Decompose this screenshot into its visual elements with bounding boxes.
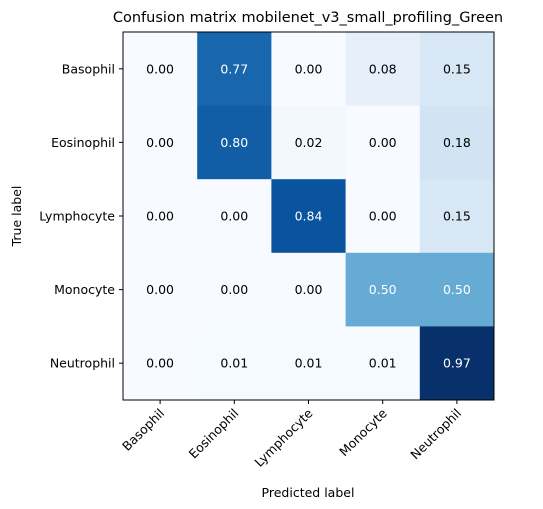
- cell-value-label: 0.00: [295, 282, 323, 297]
- y-tick-label: Eosinophil: [51, 135, 115, 150]
- y-tick-label: Monocyte: [54, 282, 115, 297]
- cell-value-label: 0.00: [220, 209, 248, 224]
- chart-title: Confusion matrix mobilenet_v3_small_prof…: [113, 10, 503, 26]
- heatmap-cell: [123, 32, 198, 107]
- x-axis-label: Predicted label: [262, 485, 355, 500]
- cell-value-label: 0.00: [146, 282, 174, 297]
- heatmap-cell: [197, 326, 272, 401]
- heatmap-cell: [197, 105, 272, 180]
- heatmap-cell: [419, 32, 495, 107]
- x-tick-label: Basophil: [119, 406, 167, 454]
- heatmap-cell: [271, 179, 347, 254]
- heatmap-cell: [345, 105, 421, 180]
- cell-value-label: 0.02: [295, 135, 323, 150]
- y-axis-label: True label: [9, 186, 24, 248]
- cell-value-label: 0.00: [295, 61, 323, 76]
- cell-value-label: 0.00: [369, 209, 397, 224]
- cell-value-label: 0.00: [146, 135, 174, 150]
- cell-value-label: 0.77: [220, 61, 248, 76]
- heatmap-cell: [123, 326, 198, 401]
- y-tick-label: Lymphocyte: [39, 209, 115, 224]
- heatmap-cell: [271, 326, 347, 401]
- heatmap-cell: [123, 179, 198, 254]
- heatmap-cell: [419, 252, 495, 327]
- cell-value-label: 0.18: [443, 135, 471, 150]
- y-tick-label: Basophil: [62, 61, 115, 76]
- x-tick-label: Eosinophil: [186, 406, 242, 462]
- heatmap-cell: [197, 32, 272, 107]
- heatmap-cell: [197, 252, 272, 327]
- heatmap-cell: [123, 252, 198, 327]
- y-tick-label: Neutrophil: [50, 356, 115, 371]
- x-tick-label: Lymphocyte: [251, 405, 315, 469]
- heatmap-cell: [345, 32, 421, 107]
- heatmap-cell: [345, 326, 421, 401]
- cell-value-label: 0.01: [369, 356, 397, 371]
- cell-value-label: 0.00: [146, 61, 174, 76]
- cell-value-label: 0.15: [443, 209, 471, 224]
- x-axis-ticks: Basophil Eosinophil Lymphocyte Monocyte Neut…: [119, 400, 464, 470]
- cell-value-label: 0.15: [443, 61, 471, 76]
- heatmap-cell: [419, 105, 495, 180]
- x-tick-label: Monocyte: [336, 405, 390, 459]
- heatmap-cells: [123, 32, 495, 401]
- cell-value-label: 0.01: [295, 356, 323, 371]
- cell-value-label: 0.50: [443, 282, 471, 297]
- cell-value-label: 0.00: [146, 209, 174, 224]
- heatmap-cell: [197, 179, 272, 254]
- heatmap-cell: [271, 32, 347, 107]
- cell-value-label: 0.00: [220, 282, 248, 297]
- cell-value-label: 0.08: [369, 61, 397, 76]
- heatmap-cell: [345, 252, 421, 327]
- heatmap-cell: [345, 179, 421, 254]
- heatmap-cell: [271, 105, 347, 180]
- cell-value-label: 0.84: [295, 209, 323, 224]
- heatmap-cell: [123, 105, 198, 180]
- x-tick-label: Neutrophil: [407, 406, 464, 463]
- cell-value-label: 0.00: [146, 356, 174, 371]
- heatmap-cell: [271, 252, 347, 327]
- cell-value-label: 0.00: [369, 135, 397, 150]
- heatmap-cell: [419, 326, 495, 401]
- cell-value-label: 0.80: [220, 135, 248, 150]
- cell-value-label: 0.01: [220, 356, 248, 371]
- heatmap-cell-labels: 0.00 0.77 0.00 0.08 0.15 0.00 0.80 0.02 0.00 0.18…: [146, 61, 471, 370]
- cell-value-label: 0.50: [369, 282, 397, 297]
- cell-value-label: 0.97: [443, 356, 471, 371]
- y-axis-ticks: Basophil Eosinophil Lymphocyte Monocyte Neut…: [39, 61, 123, 371]
- heatmap-cell: [419, 179, 495, 254]
